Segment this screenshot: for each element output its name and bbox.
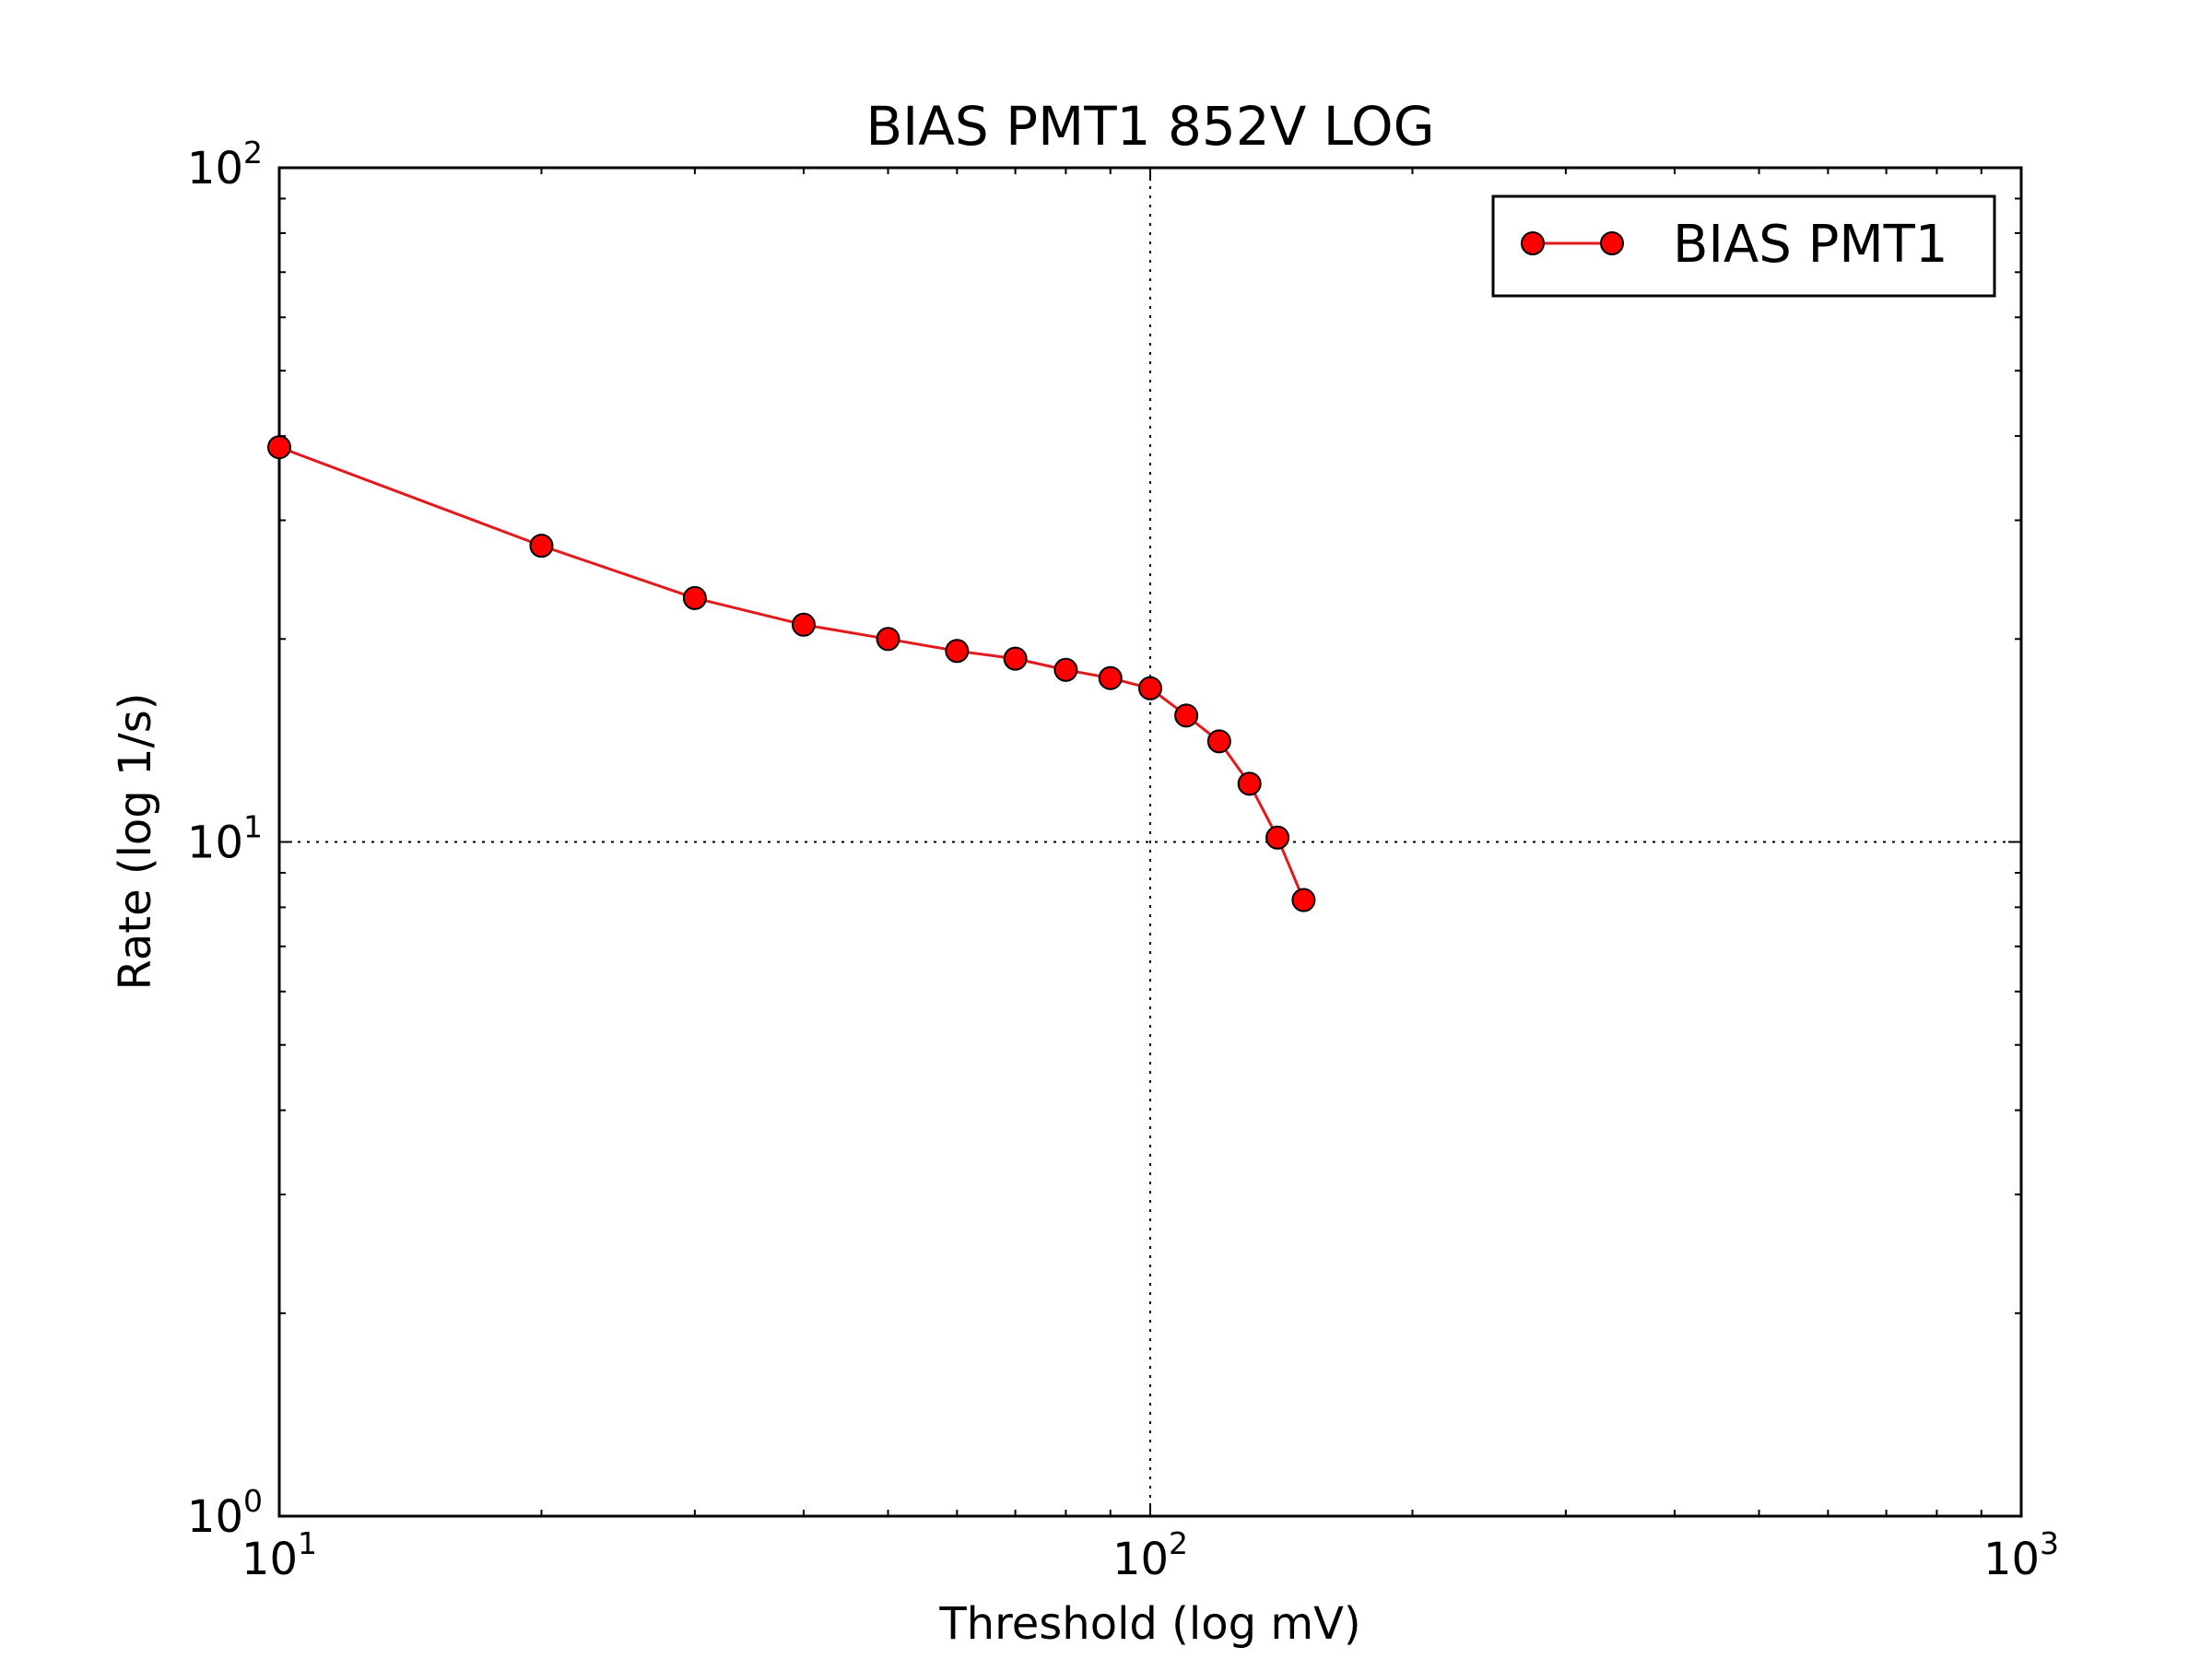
y-tick-label-exponent: 0: [243, 1483, 263, 1519]
plot-frame: [277, 166, 2023, 1518]
data-point: [1291, 888, 1316, 912]
y-tick-label: 100: [187, 1483, 263, 1543]
data-point: [1265, 825, 1290, 850]
data-point: [682, 585, 707, 610]
legend-label: BIAS PMT1: [1673, 215, 1948, 275]
y-tick-label-base: 10: [187, 1491, 243, 1543]
y-tick-label-base: 10: [187, 143, 243, 194]
x-tick-label-exponent: 1: [298, 1525, 317, 1561]
y-tick-label-exponent: 1: [243, 809, 263, 845]
legend-box: [1491, 194, 1996, 298]
y-tick-label: 102: [187, 135, 263, 194]
data-point: [1053, 657, 1078, 682]
y-tick-label-base: 10: [187, 818, 243, 869]
y-axis-label: Rate (log 1/s): [110, 693, 161, 991]
y-tick-label-exponent: 2: [243, 135, 263, 171]
data-point: [876, 627, 900, 652]
x-tick-labels: 101 102 103: [241, 1525, 2059, 1585]
legend-marker: [1521, 231, 1545, 255]
data-series: [267, 435, 1316, 912]
grid-lines: [279, 168, 2021, 1516]
x-tick-label: 103: [1983, 1525, 2059, 1585]
data-point: [267, 435, 291, 460]
data-point: [1206, 729, 1231, 754]
x-axis-label: Threshold (log mV): [938, 1598, 1360, 1650]
x-tick-label: 102: [1112, 1525, 1188, 1585]
data-point: [1237, 771, 1262, 796]
x-tick-label-base: 10: [241, 1534, 298, 1585]
data-point: [1098, 665, 1123, 690]
x-tick-label-base: 10: [1112, 1534, 1169, 1585]
data-point: [1174, 703, 1199, 728]
y-tick-label: 101: [187, 809, 263, 869]
data-point: [529, 534, 554, 559]
legend: BIAS PMT1: [1491, 194, 1996, 298]
legend-marker: [1600, 231, 1624, 255]
data-point: [791, 612, 816, 637]
data-point: [1138, 676, 1162, 700]
x-tick-label-exponent: 3: [2040, 1525, 2059, 1561]
x-tick-label-exponent: 2: [1169, 1525, 1188, 1561]
data-point: [945, 639, 970, 664]
chart-title: BIAS PMT1 852V LOG: [865, 95, 1434, 158]
x-tick-label-base: 10: [1983, 1534, 2040, 1585]
data-point: [1003, 646, 1028, 671]
x-tick-label: 101: [241, 1525, 317, 1585]
